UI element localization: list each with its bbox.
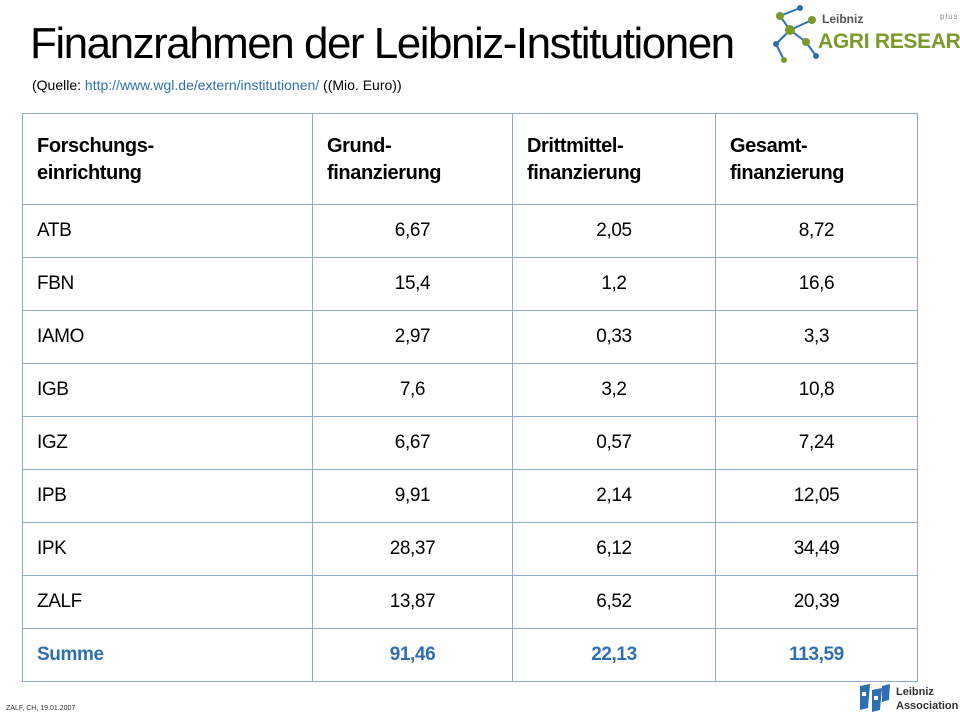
cell-basic: 6,67 <box>312 204 513 258</box>
cell-total: 8,72 <box>715 204 918 258</box>
cell-total: 3,3 <box>715 310 918 364</box>
header-third-party-funding: Drittmittel-finanzierung <box>512 113 716 205</box>
cell-basic: 15,4 <box>312 257 513 311</box>
table-row: IPB 9,91 2,14 12,05 <box>22 469 918 523</box>
cell-total: 20,39 <box>715 575 918 629</box>
cell-institution: IPB <box>22 469 313 523</box>
cell-total: 10,8 <box>715 363 918 417</box>
cell-institution: ZALF <box>22 575 313 629</box>
assoc-text-association: Association <box>896 700 959 712</box>
cell-institution: FBN <box>22 257 313 311</box>
footer-note: ZALF, CH, 19.01.2007 <box>6 705 76 712</box>
header-line: finanzierung <box>327 162 442 184</box>
table-row: IAMO 2,97 0,33 3,3 <box>22 310 918 364</box>
header-line: Drittmittel- <box>527 135 624 157</box>
cell-third-party: 0,33 <box>512 310 716 364</box>
source-prefix: (Quelle: <box>32 77 85 93</box>
page-title: Finanzrahmen der Leibniz-Institutionen <box>30 19 735 68</box>
cell-institution: IGB <box>22 363 313 417</box>
cell-sum-third-party: 22,13 <box>512 628 716 682</box>
assoc-text-leibniz: Leibniz <box>896 686 934 698</box>
header-line: Grund- <box>327 135 392 157</box>
leibniz-agri-research-logo: Leibniz plus AGRI RESEARCH <box>762 0 960 72</box>
table-header-row: Forschungs-einrichtung Grund-finanzierun… <box>22 113 918 205</box>
leibniz-association-logo: Leibniz Association <box>856 676 960 720</box>
table-row: ATB 6,67 2,05 8,72 <box>22 204 918 258</box>
logo-plus-text: plus <box>940 12 959 21</box>
cell-third-party: 2,14 <box>512 469 716 523</box>
cell-basic: 2,97 <box>312 310 513 364</box>
cell-basic: 6,67 <box>312 416 513 470</box>
cell-total: 12,05 <box>715 469 918 523</box>
cell-third-party: 3,2 <box>512 363 716 417</box>
cell-third-party: 2,05 <box>512 204 716 258</box>
cell-third-party: 6,12 <box>512 522 716 576</box>
cell-third-party: 0,57 <box>512 416 716 470</box>
table-row: IPK 28,37 6,12 34,49 <box>22 522 918 576</box>
header-line: einrichtung <box>37 162 142 184</box>
cell-basic: 13,87 <box>312 575 513 629</box>
header-total-funding: Gesamt-finanzierung <box>715 113 918 205</box>
header-basic-funding: Grund-finanzierung <box>312 113 513 205</box>
cell-total: 16,6 <box>715 257 918 311</box>
cell-third-party: 6,52 <box>512 575 716 629</box>
header-line: Forschungs- <box>37 135 154 157</box>
cell-sum-total: 113,59 <box>715 628 918 682</box>
cell-institution: IPK <box>22 522 313 576</box>
network-logo-icon <box>773 5 819 63</box>
header-research-institution: Forschungs-einrichtung <box>22 113 313 205</box>
logo-agri-research-text: AGRI RESEARCH <box>818 30 960 53</box>
source-link[interactable]: http://www.wgl.de/extern/institutionen/ <box>84 77 320 93</box>
source-line: (Quelle: http://www.wgl.de/extern/instit… <box>32 76 402 94</box>
header-line: Gesamt- <box>730 135 808 157</box>
cell-institution: IGZ <box>22 416 313 470</box>
cell-third-party: 1,2 <box>512 257 716 311</box>
table-row: ZALF 13,87 6,52 20,39 <box>22 575 918 629</box>
cell-basic: 28,37 <box>312 522 513 576</box>
cell-institution: IAMO <box>22 310 313 364</box>
cell-total: 7,24 <box>715 416 918 470</box>
header-line: finanzierung <box>730 162 845 184</box>
table-sum-row: Summe 91,46 22,13 113,59 <box>22 628 918 682</box>
table-row: FBN 15,4 1,2 16,6 <box>22 257 918 311</box>
table-row: IGZ 6,67 0,57 7,24 <box>22 416 918 470</box>
table-row: IGB 7,6 3,2 10,8 <box>22 363 918 417</box>
cell-total: 34,49 <box>715 522 918 576</box>
cell-sum-label: Summe <box>22 628 313 682</box>
leibniz-association-icon <box>860 684 890 712</box>
cell-institution: ATB <box>22 204 313 258</box>
header-line: finanzierung <box>527 162 642 184</box>
cell-sum-basic: 91,46 <box>312 628 513 682</box>
logo-leibniz-text: Leibniz <box>822 12 864 26</box>
cell-basic: 7,6 <box>312 363 513 417</box>
source-suffix: ((Mio. Euro)) <box>319 77 402 93</box>
cell-basic: 9,91 <box>312 469 513 523</box>
financing-table: Forschungs-einrichtung Grund-finanzierun… <box>22 113 918 682</box>
